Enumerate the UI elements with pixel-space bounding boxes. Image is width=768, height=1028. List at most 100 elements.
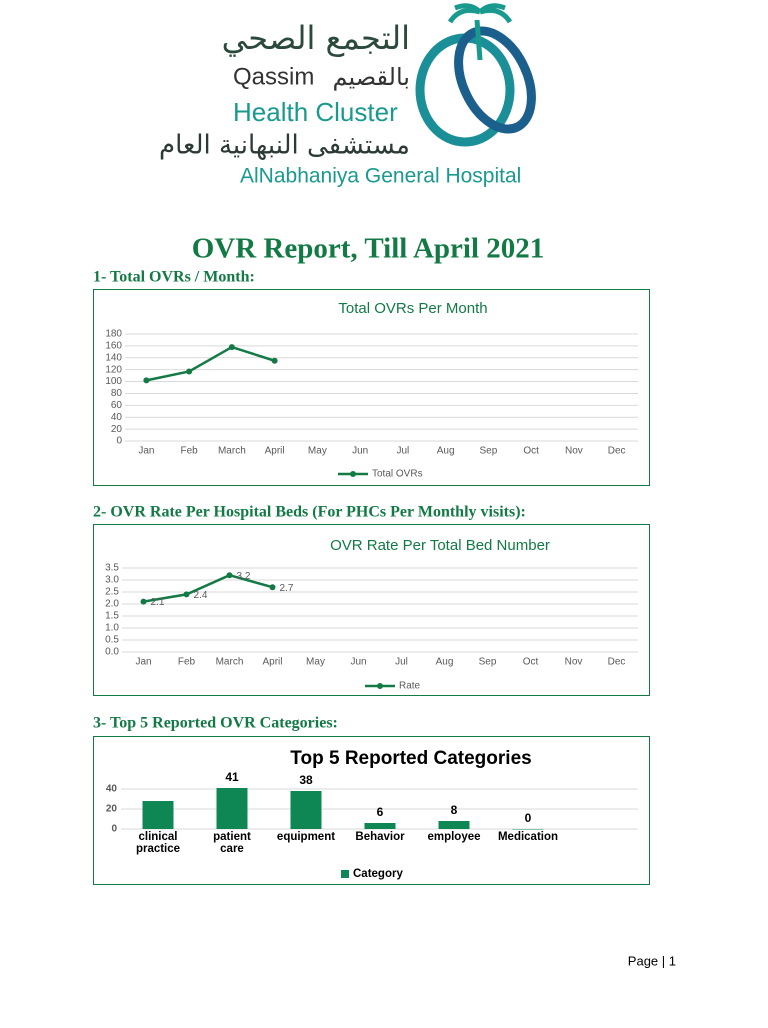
data-point (271, 357, 278, 364)
y-tick-label: 100 (105, 376, 122, 387)
x-tick-label: equipment (276, 831, 336, 843)
section-heading: 3- Top 5 Reported OVR Categories: (93, 715, 338, 732)
y-tick-label: 140 (105, 352, 122, 363)
x-tick-label: employee (427, 831, 481, 843)
legend-marker (377, 683, 383, 689)
legend-label: Rate (399, 681, 421, 692)
y-tick-label: 120 (105, 364, 122, 375)
x-tick-label: Oct (523, 446, 539, 457)
x-tick-label: Jul (396, 446, 409, 457)
chart: Total OVRs Per Month 02040608010012014016… (105, 300, 638, 480)
y-tick-label: 40 (111, 412, 123, 423)
y-tick-label: 0 (111, 824, 117, 835)
y-tick-label: 20 (111, 424, 123, 435)
data-point (143, 377, 150, 384)
data-label: 3.2 (237, 571, 251, 582)
bar (364, 823, 396, 829)
x-tick-label: Feb (181, 446, 199, 457)
x-tick-label: Medication (497, 831, 559, 843)
logo-palm (447, 3, 513, 61)
x-tick-label: May (308, 446, 327, 457)
x-tick-label: March (216, 657, 244, 668)
chart-title: OVR Rate Per Total Bed Number (330, 537, 550, 554)
x-tick-label: Jul (395, 657, 408, 668)
x-tick-label: Nov (565, 446, 583, 457)
data-point (186, 368, 193, 375)
bar (290, 791, 322, 829)
x-tick-label-box: equipment (276, 831, 336, 843)
data-point (226, 572, 233, 579)
x-tick-label: Behavior (355, 831, 405, 843)
x-tick-label: April (265, 446, 285, 457)
y-tick-label: 1.5 (105, 611, 119, 622)
section-heading: 1- Total OVRs / Month: (93, 269, 255, 286)
data-label: 6 (377, 805, 384, 819)
x-tick-label: Dec (608, 657, 626, 668)
y-tick-label: 0.5 (105, 635, 119, 646)
logo-text: التجمع الصحي (222, 19, 410, 57)
report-title: OVR Report, Till April 2021 (192, 233, 545, 265)
data-line (143, 573, 273, 603)
x-tick-label: Jan (135, 657, 151, 668)
y-tick-label: 160 (105, 341, 122, 352)
data-point (183, 591, 190, 598)
data-point (140, 598, 147, 605)
x-tick-label: Jan (138, 446, 154, 457)
x-tick-label: Oct (523, 657, 539, 668)
x-tick-label-box: Medication (497, 831, 559, 843)
data-line (146, 345, 276, 382)
y-tick-label: 1.0 (105, 623, 119, 634)
x-tick-label: Aug (436, 657, 454, 668)
legend-label: Total OVRs (372, 469, 423, 480)
data-label: 2.1 (151, 597, 165, 608)
y-tick-label: 3.0 (105, 575, 119, 586)
x-tick-label: Sep (479, 657, 497, 668)
logo-text: Qassim (233, 63, 314, 90)
logo-text: Health Cluster (233, 97, 398, 127)
y-tick-label: 0 (116, 436, 122, 447)
x-tick-label: Aug (437, 446, 455, 457)
y-tick-label: 180 (105, 329, 122, 340)
legend-label: Category (353, 868, 403, 880)
page-number: Page | 1 (628, 953, 676, 968)
x-tick-label: May (306, 657, 325, 668)
data-label: 38 (299, 773, 313, 787)
y-tick-label: 80 (111, 388, 123, 399)
data-label: 8 (451, 803, 458, 817)
x-tick-label-box: Behavior (355, 831, 405, 843)
data-point (269, 584, 276, 591)
x-tick-label-box: clinical practice (136, 831, 180, 855)
x-tick-label-box: employee (427, 831, 481, 843)
y-tick-label: 40 (106, 784, 118, 795)
x-tick-label: Sep (479, 446, 497, 457)
bar (142, 801, 174, 829)
logo-text: مستشفى النبهانية العام (159, 131, 410, 161)
data-label: 41 (225, 770, 239, 784)
logo-text: بالقصيم (333, 63, 410, 91)
y-tick-label: 2.0 (105, 599, 119, 610)
legend-swatch (341, 870, 349, 878)
x-tick-label: Jun (352, 446, 368, 457)
x-tick-label: Dec (608, 446, 626, 457)
logo-text: AlNabhaniya General Hospital (240, 165, 521, 188)
chart: OVR Rate Per Total Bed Number 0.00.51.01.… (105, 537, 638, 692)
y-tick-label: 3.5 (105, 563, 119, 574)
section-heading: 2- OVR Rate Per Hospital Beds (For PHCs … (93, 504, 526, 521)
x-tick-label: April (262, 657, 282, 668)
bar (216, 788, 248, 829)
chart-title: Total OVRs Per Month (338, 300, 487, 317)
x-tick-label: Feb (178, 657, 196, 668)
x-tick-label: patient care (213, 831, 251, 855)
chart-frame (93, 289, 650, 486)
chart-frame (93, 736, 650, 885)
x-tick-label: Nov (565, 657, 583, 668)
bar (512, 829, 544, 830)
x-tick-label: March (218, 446, 246, 457)
y-tick-label: 0.0 (105, 647, 119, 658)
legend-marker (350, 471, 356, 477)
logo-ring (454, 26, 536, 134)
chart-title: Top 5 Reported Categories (290, 748, 531, 769)
x-tick-label-box: patient care (213, 831, 251, 855)
bar (438, 821, 470, 829)
